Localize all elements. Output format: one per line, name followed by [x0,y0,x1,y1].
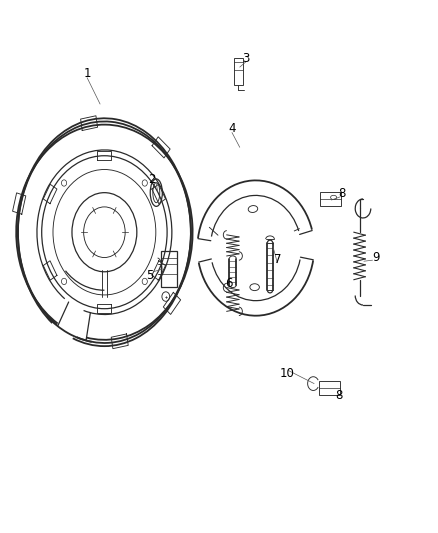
Text: 3: 3 [242,52,250,64]
Text: 2: 2 [148,173,156,186]
Text: 9: 9 [372,251,379,263]
Text: 7: 7 [274,253,281,266]
Text: 8: 8 [336,389,343,402]
Text: 8: 8 [339,187,346,200]
Text: 4: 4 [228,122,236,135]
Bar [319,381,339,394]
Text: 6: 6 [225,277,232,290]
Text: 1: 1 [83,68,91,80]
Text: 5: 5 [146,269,153,282]
Bar [234,58,243,85]
Bar [320,192,341,206]
Text: 10: 10 [279,367,294,380]
Bar [161,251,177,287]
